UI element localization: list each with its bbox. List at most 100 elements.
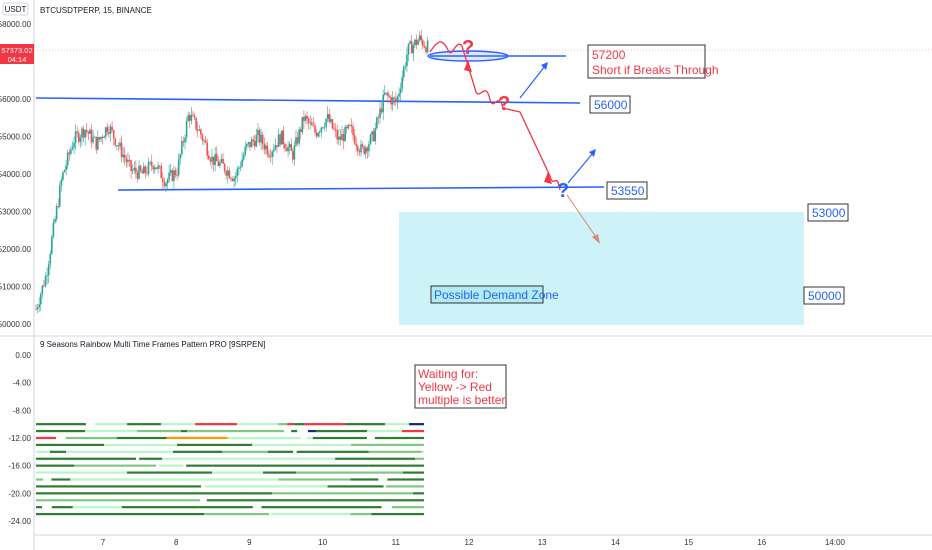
candle-body	[84, 130, 86, 138]
price-axis[interactable]: 58000.00 56000.00 55000.00 54000.00 53000.00…	[0, 20, 32, 329]
time-tick-label: 10	[318, 538, 327, 547]
candle-body	[404, 66, 407, 67]
waiting-note-box[interactable]	[414, 364, 507, 409]
label-53550-box[interactable]	[606, 181, 648, 200]
last-price-tag	[0, 44, 34, 64]
demand-zone-label-box[interactable]	[430, 285, 544, 304]
rainbow-segment	[61, 423, 86, 426]
candle-body	[179, 154, 182, 160]
level-53550-line[interactable]	[117, 186, 605, 191]
candle-body	[41, 285, 44, 295]
candle-body	[220, 158, 223, 163]
candle-body	[274, 145, 277, 150]
candle-body	[293, 145, 296, 160]
indicator-axis[interactable]: 0.00 -4.00 -8.00 -12.00 -16.00 -20.00 -24.00	[8, 351, 31, 526]
candle-body	[361, 144, 364, 147]
candle-body	[269, 156, 272, 158]
candle-body	[173, 170, 175, 181]
rainbow-segment	[401, 429, 424, 433]
rainbow-segment	[296, 471, 403, 474]
note-short-label: Short if Breaks Through	[592, 63, 719, 77]
candle-body	[101, 136, 104, 138]
candle-body	[253, 141, 256, 147]
indicator-title[interactable]: 9 Seasons Rainbow Multi Time Frames Patt…	[40, 340, 265, 349]
rainbow-segment	[291, 429, 298, 433]
candle-body	[355, 143, 358, 147]
rainbow-segment	[83, 499, 200, 502]
candle-body	[215, 154, 218, 162]
rainbow-segment	[70, 478, 195, 481]
candle-body	[130, 160, 132, 172]
candle-body	[252, 139, 254, 142]
candle-body	[44, 276, 47, 287]
candle-body	[372, 131, 375, 142]
candle-body	[71, 147, 74, 150]
candle-body	[85, 130, 88, 132]
candle-body	[414, 39, 416, 46]
candle-body	[217, 161, 220, 166]
rainbow-segment	[345, 423, 386, 426]
currency-badge[interactable]	[2, 2, 29, 16]
candle-body	[120, 142, 123, 158]
candle-body	[136, 172, 139, 179]
candle-body	[225, 171, 228, 176]
candle-body	[366, 147, 369, 152]
candlestick-series	[35, 29, 429, 314]
rainbow-segment	[245, 443, 252, 447]
candle-body	[47, 264, 50, 276]
rainbow-segment	[278, 423, 288, 426]
level-56000-line[interactable]	[35, 97, 581, 104]
rainbow-segment	[415, 457, 424, 460]
candle-body	[396, 96, 399, 103]
candle-body	[336, 130, 339, 140]
rainbow-segment	[36, 471, 127, 474]
rainbow-segment	[42, 443, 104, 447]
note-57200-box[interactable]	[587, 44, 706, 79]
projected-downside-arrow	[566, 194, 599, 241]
candle-body	[258, 129, 261, 143]
candle-body	[163, 182, 166, 187]
candle-body	[410, 41, 413, 54]
candle-body	[200, 129, 202, 135]
candle-body	[135, 167, 137, 173]
candle-body	[73, 142, 75, 148]
candle-body	[374, 128, 377, 142]
rainbow-segment	[36, 485, 155, 488]
candle-body	[177, 159, 180, 176]
candle-body	[190, 114, 193, 121]
candle-body	[185, 121, 188, 138]
candle-body	[263, 143, 266, 150]
label-50000-box[interactable]	[803, 286, 845, 305]
candle-body	[149, 161, 151, 163]
candle-body	[406, 54, 408, 67]
rainbow-segment	[121, 506, 199, 509]
label-50000-text: 50000	[808, 289, 842, 303]
candle-body	[393, 97, 396, 99]
symbol-title[interactable]: BTCUSDTPERP, 15, BINANCE	[40, 6, 152, 15]
rainbow-segment	[116, 436, 167, 440]
label-53000-box[interactable]	[807, 203, 849, 222]
candle-body	[412, 45, 415, 54]
candle-body	[104, 127, 107, 137]
candle-body	[284, 144, 286, 149]
rainbow-segment	[261, 506, 382, 509]
candle-body	[204, 140, 207, 143]
time-axis[interactable]: 7 8 9 10 11 12 13 14 15 16 14:00	[101, 538, 846, 547]
candle-body	[55, 206, 58, 220]
candle-body	[271, 151, 274, 158]
label-56000-box[interactable]	[589, 95, 631, 114]
candle-body	[299, 129, 302, 133]
rainbow-segment	[371, 512, 424, 516]
candle-body	[296, 137, 299, 144]
candle-body	[352, 126, 354, 136]
candle-body	[382, 94, 384, 113]
candle-body	[119, 142, 121, 147]
candle-body	[43, 285, 45, 287]
candle-body	[192, 114, 194, 116]
rainbow-segment	[36, 499, 83, 502]
rainbow-segment	[263, 471, 296, 474]
candle-body	[227, 170, 229, 176]
candle-body	[103, 136, 105, 138]
rainbow-segment	[36, 429, 85, 433]
